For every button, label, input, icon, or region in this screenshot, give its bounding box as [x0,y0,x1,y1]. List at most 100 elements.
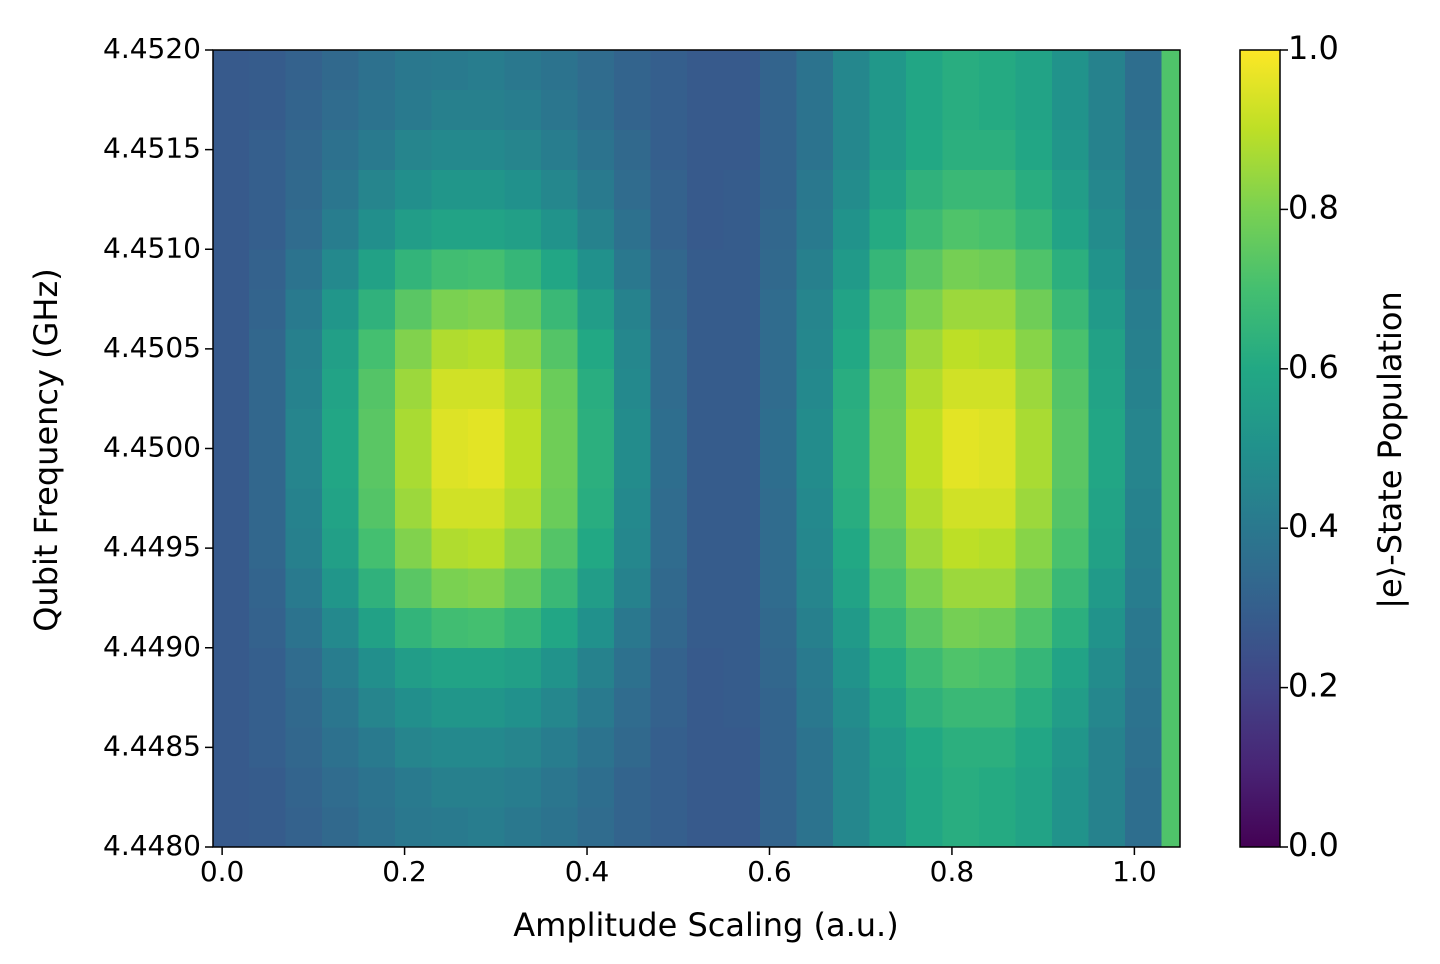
cell [395,647,433,688]
cell [285,527,323,569]
cell [687,89,725,130]
cell [979,567,1017,609]
cell [212,129,250,170]
cell [395,687,433,728]
cell [322,288,360,330]
cell [212,89,250,130]
cell [979,766,1017,808]
cell [249,527,287,569]
cell [212,607,250,649]
cell [723,89,761,130]
cell [468,607,506,649]
cell [212,328,250,370]
cell [1051,527,1090,569]
cell [1051,248,1090,290]
cell [1088,408,1126,449]
cell [942,328,980,370]
cell [285,248,323,290]
cell [796,408,834,449]
cell [249,687,287,728]
cell [614,129,652,170]
cell [212,49,250,91]
cell [504,89,542,130]
cell [1051,727,1090,768]
cell [942,169,980,210]
cell [285,687,323,728]
cell [833,448,871,489]
cell [212,209,250,250]
cell [358,89,396,130]
cell [468,488,506,529]
cell [760,448,798,489]
cell [358,607,396,649]
x-tick-label: 0.4 [565,855,610,888]
cell [723,328,761,370]
cell [249,169,287,210]
cell [906,49,944,91]
cell [431,607,469,649]
cell [249,368,287,409]
colorbar-label: |e⟩-State Population [1371,291,1409,609]
cell [796,248,834,290]
cell [796,288,834,330]
cell [760,567,798,609]
y-tick-label: 4.4505 [103,331,201,364]
cell [869,49,907,91]
cell [614,488,652,529]
cell [1124,527,1163,569]
cell [650,727,688,768]
cell [614,408,652,449]
cell [650,328,688,370]
cell [358,687,396,728]
cell [796,567,834,609]
cell [249,607,287,649]
cell [431,49,469,91]
cell [395,527,433,569]
cell [614,567,652,609]
cell [468,567,506,609]
cell [504,687,542,728]
cell [979,328,1017,370]
cell [577,527,615,569]
cell [322,129,360,170]
cell [906,328,944,370]
cell [979,607,1017,649]
cell [322,89,360,130]
cell [1051,288,1090,330]
cell [395,129,433,170]
cell [723,408,761,449]
cell [1161,169,1181,210]
cell [1124,687,1163,728]
cell [906,766,944,808]
cell [1124,448,1163,489]
cell [285,488,323,529]
y-tick-label: 4.4520 [103,32,201,65]
cell [212,527,250,569]
cell [979,288,1017,330]
x-tick-label: 0.0 [200,855,245,888]
cell [1051,607,1090,649]
cell [906,607,944,649]
cell [358,49,396,91]
cell [1161,248,1181,290]
cell [285,727,323,768]
cell [504,248,542,290]
cell [723,368,761,409]
cell [504,647,542,688]
cell [431,209,469,250]
cell [1088,607,1126,649]
cell [687,209,725,250]
colorbar-tick-label: 1.0 [1288,29,1339,67]
cell [249,89,287,130]
cell [979,488,1017,529]
cell [1161,49,1181,91]
cell [906,488,944,529]
cell [1088,806,1126,848]
cell [285,368,323,409]
cell [395,288,433,330]
cell [869,328,907,370]
cell [760,806,798,848]
cell [796,368,834,409]
cell [796,328,834,370]
